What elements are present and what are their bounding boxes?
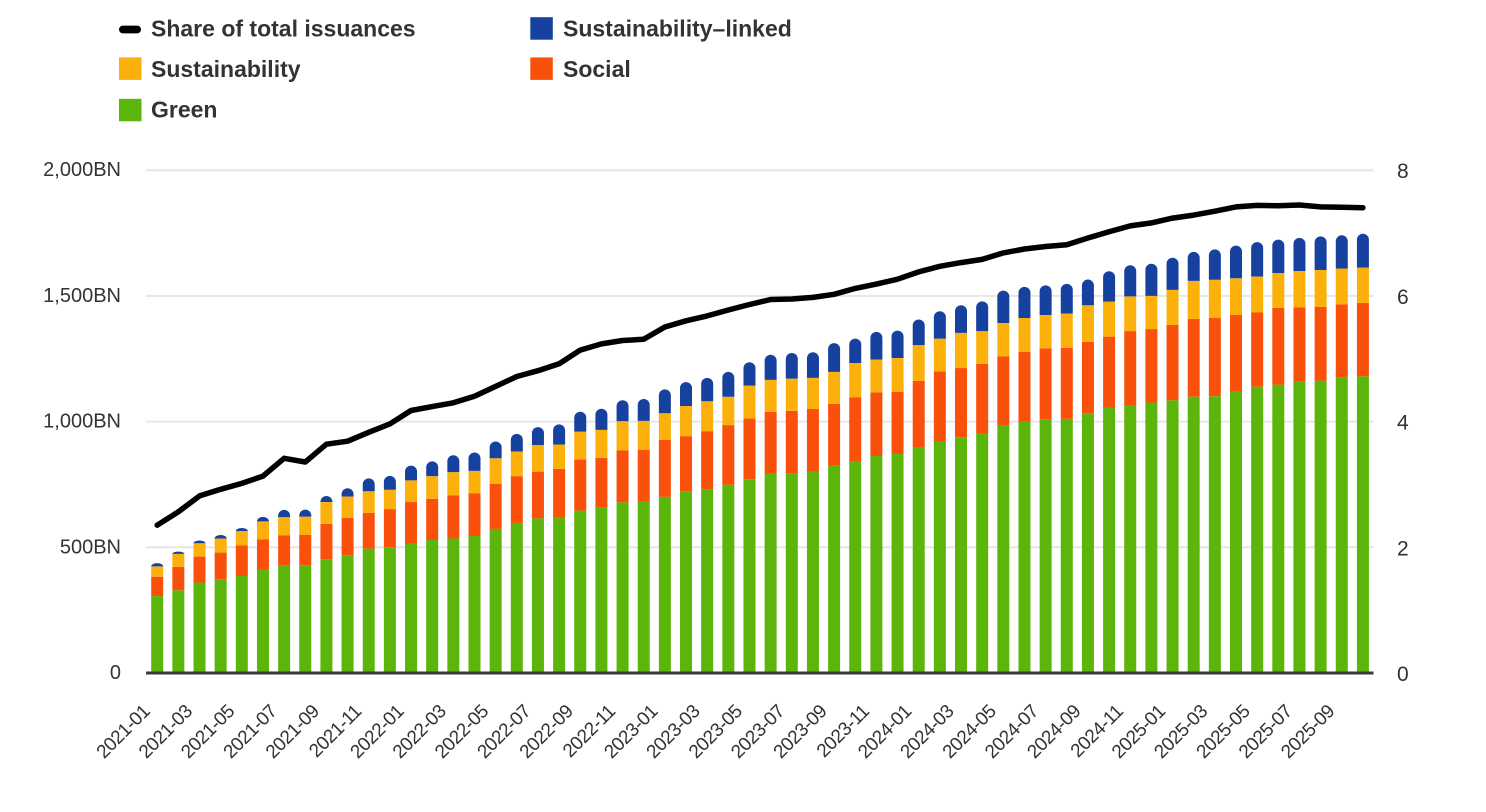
svg-text:Share of total issuances: Share of total issuances	[151, 16, 416, 42]
svg-text:4: 4	[1397, 412, 1409, 435]
svg-text:2,000BN: 2,000BN	[43, 159, 121, 181]
svg-text:2: 2	[1397, 537, 1409, 560]
svg-text:6: 6	[1397, 286, 1409, 309]
svg-text:500BN: 500BN	[60, 536, 121, 558]
svg-text:Sustainability: Sustainability	[151, 56, 301, 82]
svg-text:Sustainability–linked: Sustainability–linked	[563, 16, 792, 42]
svg-text:0: 0	[110, 662, 121, 684]
svg-text:Green: Green	[151, 97, 217, 123]
svg-text:1,000BN: 1,000BN	[43, 411, 121, 433]
svg-text:8: 8	[1397, 160, 1409, 183]
svg-text:1,500BN: 1,500BN	[43, 285, 121, 307]
svg-text:0: 0	[1397, 663, 1409, 686]
svg-text:Social: Social	[563, 56, 631, 82]
